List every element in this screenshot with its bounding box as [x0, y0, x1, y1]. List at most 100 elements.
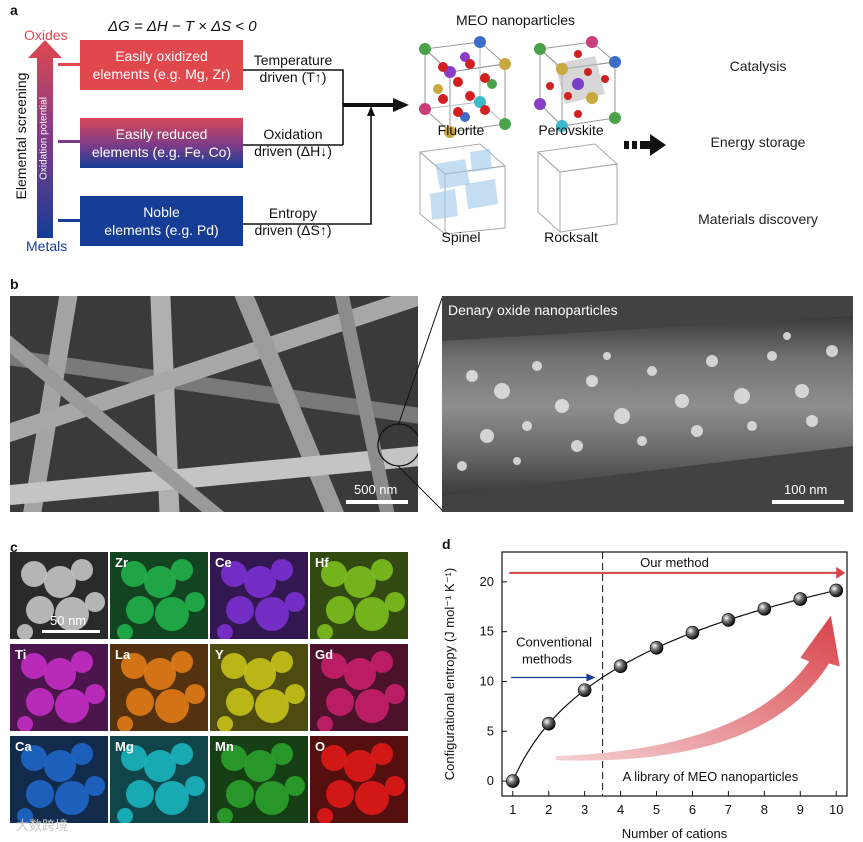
element-map-ti: Ti — [10, 644, 108, 731]
rocksalt-label: Rocksalt — [544, 229, 598, 245]
panel-c-label: c — [10, 539, 18, 555]
connector-oxidized — [58, 63, 80, 66]
panel-a-label: a — [10, 2, 18, 18]
x-tick-label: 2 — [545, 802, 552, 817]
x-tick-label: 4 — [617, 802, 624, 817]
connector-reduced — [58, 140, 80, 143]
crystal-structures — [418, 36, 621, 236]
element-label: Ca — [15, 739, 32, 754]
element-label: La — [115, 647, 131, 662]
oxides-label: Oxides — [24, 27, 68, 43]
x-tick-label: 7 — [725, 802, 732, 817]
element-label: O — [315, 739, 326, 754]
element-label: Ce — [215, 555, 232, 570]
data-point — [577, 683, 592, 697]
scale-bar-100nm — [772, 500, 844, 504]
element-label: Mn — [215, 739, 234, 754]
y-tick-label: 15 — [480, 624, 494, 639]
y-tick-label: 10 — [480, 673, 494, 688]
data-point — [721, 613, 736, 627]
data-point — [685, 625, 700, 640]
x-axis-label: Number of cations — [622, 826, 728, 840]
element-map-mn: Mn — [210, 736, 308, 823]
plot-frame — [501, 551, 848, 797]
element-label: Y — [215, 647, 224, 662]
easily-reduced-box: Easily reduced elements (e.g. Fe, Co) — [80, 118, 243, 168]
conventional-label-line1: Conventional — [516, 635, 592, 650]
element-label: Gd — [315, 647, 334, 662]
sem-nanofibers-image: 500 nm — [10, 296, 418, 512]
fluorite-structure — [419, 36, 511, 138]
x-tick-label: 8 — [761, 802, 768, 817]
application-arrow — [624, 134, 666, 156]
oxidation-driven-label: Oxidation driven (ΔH↓) — [254, 126, 332, 159]
data-point — [757, 602, 772, 616]
materials-discovery-ellipse: Materials discovery — [698, 211, 818, 227]
scale-bar-50nm — [42, 630, 100, 633]
x-tick-label: 3 — [581, 802, 588, 817]
y-axis-label: Configurational entropy (J mol⁻¹ K⁻¹) — [442, 568, 457, 780]
element-map-ca: Ca — [10, 736, 108, 823]
our-method-arrowhead — [836, 566, 846, 579]
x-tick-label: 5 — [653, 802, 660, 817]
connector-noble — [58, 219, 80, 222]
meo-nanoparticles-title: MEO nanoparticles — [456, 12, 576, 28]
scale-bar-500nm — [346, 500, 408, 504]
perovskite-structure — [534, 36, 621, 132]
data-point — [793, 592, 808, 606]
library-label: A library of MEO nanoparticles — [623, 769, 799, 784]
our-method-label: Our method — [640, 555, 709, 570]
driver-flow-lines — [243, 69, 409, 225]
easily-oxidized-box: Easily oxidized elements (e.g. Mg, Zr) — [80, 40, 243, 90]
data-point — [613, 659, 628, 674]
data-point — [505, 774, 520, 788]
x-tick-label: 9 — [797, 802, 804, 817]
data-point — [649, 641, 664, 655]
scale-label-100nm: 100 nm — [784, 482, 828, 497]
spinel-structure — [418, 143, 507, 236]
element-map-gd: Gd — [310, 644, 408, 731]
x-tick-label: 6 — [689, 802, 696, 817]
fluorite-label: Fluorite — [437, 122, 485, 138]
catalysis-ellipse: Catalysis — [729, 58, 787, 74]
y-tick-label: 5 — [487, 723, 494, 738]
fit-curve — [512, 589, 837, 782]
sem-inset-image: Denary oxide nanoparticles 100 nm — [442, 296, 853, 512]
perovskite-label: Perovskite — [538, 122, 604, 138]
element-map-mg: Mg — [110, 736, 208, 823]
rocksalt-structure — [536, 143, 619, 234]
data-point — [541, 716, 556, 731]
element-label: Zr — [115, 555, 128, 570]
conventional-arrowhead — [586, 673, 596, 682]
panel-b-label: b — [10, 276, 19, 292]
x-tick-label: 1 — [509, 802, 516, 817]
conventional-label-line2: methods — [522, 652, 572, 667]
scale-label-500nm: 500 nm — [354, 482, 398, 497]
panel-d-label: d — [442, 536, 451, 552]
spinel-label: Spinel — [441, 229, 481, 245]
element-map-ce: Ce — [210, 552, 308, 639]
element-label: Ti — [15, 647, 27, 662]
denary-oxide-title: Denary oxide nanoparticles — [448, 302, 618, 318]
element-map-haadf: 50 nm — [10, 552, 108, 639]
element-map-hf: Hf — [310, 552, 408, 639]
metals-label: Metals — [26, 238, 68, 254]
oxidation-potential-label: Oxidation potential — [38, 97, 50, 180]
x-tick-label: 10 — [829, 802, 843, 817]
element-map-la: La — [110, 644, 208, 731]
element-label: Mg — [115, 739, 134, 754]
y-tick-label: 0 — [487, 773, 494, 788]
element-map-y: Y — [210, 644, 308, 731]
scale-label-50nm: 50 nm — [50, 613, 87, 628]
zoom-lines — [398, 297, 443, 511]
elemental-screening-label: Elemental screening — [13, 72, 29, 200]
energy-storage-ellipse: Energy storage — [710, 134, 806, 150]
temperature-driven-label: Temperature driven (T↑) — [253, 52, 333, 85]
gibbs-equation: ΔG = ΔH − T × ΔS < 0 — [108, 18, 257, 35]
watermark: 大数跨境 — [16, 818, 69, 833]
entropy-driven-label: Entropy driven (ΔS↑) — [254, 205, 332, 238]
element-label: Hf — [315, 555, 329, 570]
noble-elements-box: Noble elements (e.g. Pd) — [80, 196, 243, 246]
element-map-o: O — [310, 736, 408, 823]
library-arrow — [555, 615, 840, 761]
